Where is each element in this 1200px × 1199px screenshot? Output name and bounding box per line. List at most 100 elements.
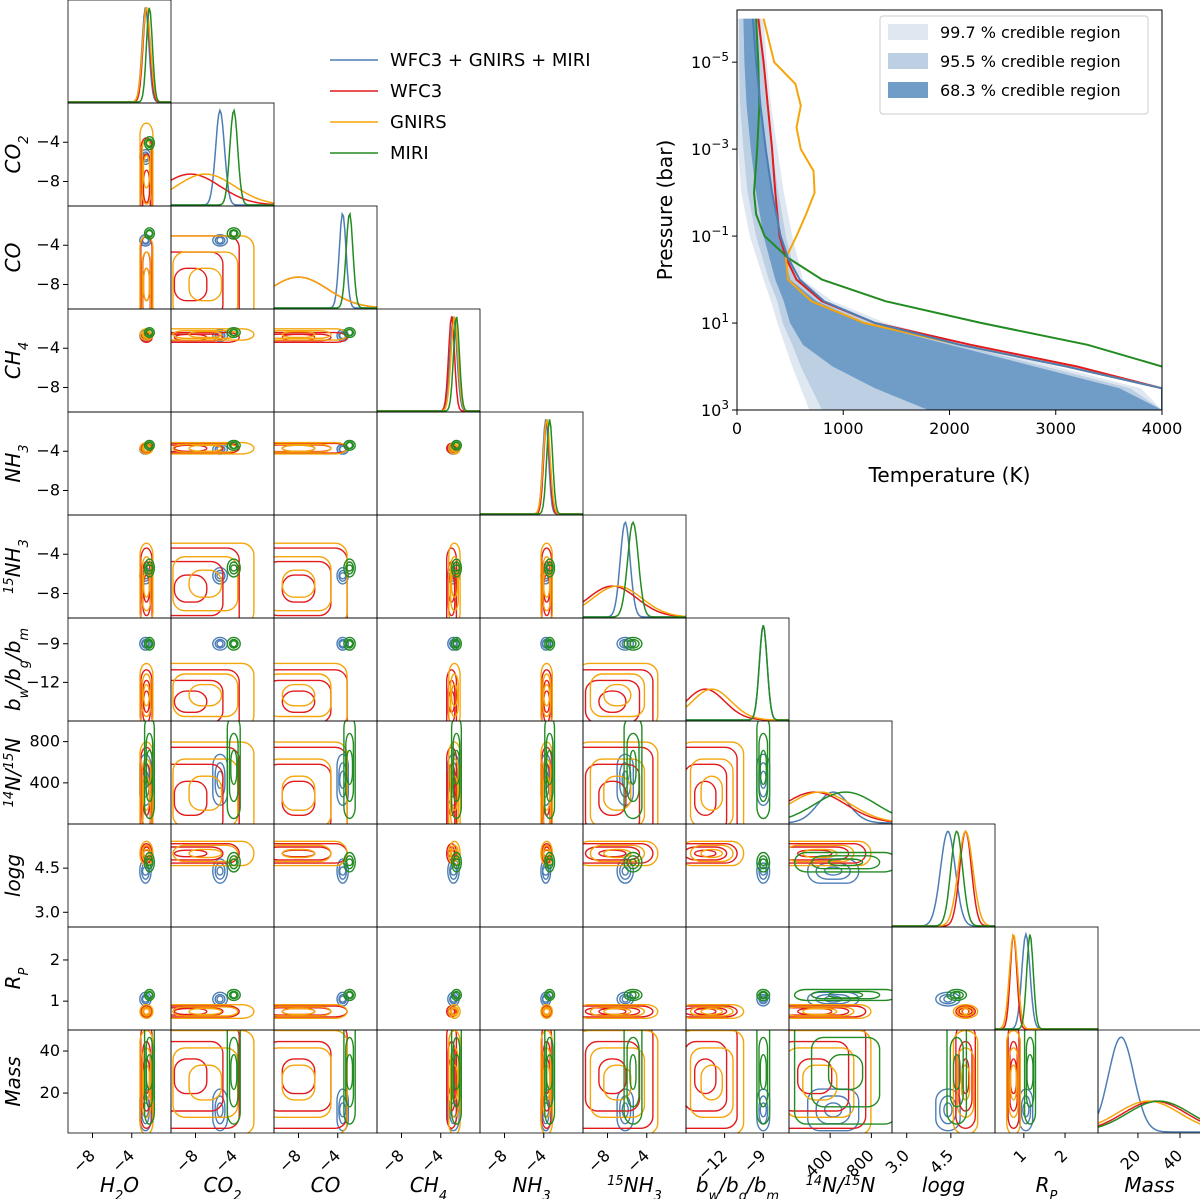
y-axis-label-mass: Mass [1, 1056, 25, 1106]
contour-miri-level1 [629, 858, 637, 867]
contour-miri-level2 [345, 990, 355, 1000]
marginal-wfc3-co [274, 276, 377, 308]
x-tick-label: 1 [1010, 1146, 1031, 1167]
contour-gnirs-level2 [789, 844, 855, 863]
contour-miri-level1 [629, 1053, 637, 1091]
contour-miri-level2 [345, 638, 355, 649]
contour-miri-level3 [143, 1030, 155, 1125]
cell-frame [170, 308, 275, 413]
label-part: /b [1, 641, 25, 662]
contour-gnirs-level3 [274, 1004, 348, 1019]
cell-frame [273, 823, 378, 928]
label-part: 14 [2, 791, 17, 808]
contour-wfc3-level2 [584, 679, 641, 721]
contour-miri-level3 [756, 1030, 771, 1125]
contour-wfc3-level3 [583, 1030, 654, 1129]
marginal-gnirs-ch4 [377, 316, 480, 412]
y-tick-label: 2 [50, 950, 60, 969]
contour-joint-level1 [216, 236, 224, 245]
contour-wfc3-level3 [541, 1005, 553, 1018]
contour-wfc3-level3 [171, 669, 240, 721]
pt-legend-swatch-cr997 [888, 24, 928, 40]
tick-base: 10 [701, 401, 721, 420]
contour-miri-level3 [143, 636, 156, 651]
cell-bw-nh3 [540, 636, 556, 721]
pt-y-tick-label: 103 [701, 398, 729, 420]
marginal-joint-co2 [171, 107, 274, 206]
cell-nh3-co2 [171, 439, 255, 455]
contour-miri-level3 [143, 227, 156, 240]
contour-gnirs-level1 [142, 267, 151, 302]
marginal-gnirs-mass [1098, 1100, 1200, 1125]
pt-x-tick-label: 1000 [823, 419, 864, 438]
contour-gnirs-level3 [448, 1004, 461, 1020]
cell-nh3-ch4 [446, 439, 463, 455]
contour-gnirs-level2 [589, 844, 646, 863]
cell-nh3-h2o [139, 439, 156, 455]
pt-plot-area [737, 18, 1162, 410]
contour-gnirs-level2 [1008, 1047, 1019, 1119]
contour-wfc3-level3 [583, 746, 654, 824]
contour-miri-level3 [623, 721, 643, 820]
label-part: R [1036, 1173, 1050, 1197]
cell-logg-ch4 [446, 840, 463, 884]
x-axis-label-nh3: NH3 [512, 1173, 550, 1199]
contour-wfc3-level3 [789, 843, 867, 864]
x-axis-label-ratio: 14N/15N [806, 1173, 876, 1197]
label-part: P [1050, 1189, 1058, 1199]
contour-joint-level2 [214, 638, 226, 649]
contour-wfc3-level3 [140, 547, 153, 618]
contour-miri-level3 [343, 1030, 356, 1125]
contour-gnirs-level2 [141, 1006, 152, 1017]
contour-wfc3-level3 [171, 1005, 240, 1018]
contour-miri-level3 [450, 851, 463, 873]
contour-wfc3-level1 [281, 690, 316, 713]
contour-miri-level2 [452, 638, 461, 649]
contour-miri-level2 [452, 441, 461, 450]
contour-wfc3-level1 [281, 574, 316, 603]
contour-gnirs-level3 [171, 1004, 255, 1019]
contour-gnirs-level3 [583, 1030, 659, 1133]
contour-gnirs-level3 [171, 840, 255, 867]
contour-wfc3-level1 [281, 849, 316, 858]
contour-miri-level2 [228, 732, 239, 803]
contour-gnirs-level3 [789, 1030, 872, 1133]
x-tick-label: −8 [584, 1146, 614, 1176]
x-tick-label: 2 [1051, 1146, 1072, 1167]
contour-miri-level2 [758, 1036, 769, 1108]
cell-logg-h2o [139, 840, 156, 884]
cell-mass-rp [1006, 1030, 1037, 1133]
contour-gnirs-level1 [802, 1007, 838, 1016]
contour-miri-level3 [450, 988, 463, 1002]
cell-ratio-ch4 [446, 721, 462, 824]
contour-miri-level2 [145, 855, 154, 870]
cell-frame [685, 823, 790, 928]
marginal-miri-n15h3 [583, 520, 686, 618]
y-tick-label: 800 [29, 732, 60, 751]
contour-gnirs-level3 [274, 741, 348, 824]
label-part: 4 [439, 1189, 447, 1199]
cell-ratio-bw [686, 721, 771, 824]
marginal-joint-mass [1098, 1036, 1200, 1133]
contour-gnirs-level3 [540, 542, 553, 618]
marginal-joint-co [274, 211, 377, 309]
contour-gnirs-level2 [689, 758, 734, 824]
contour-miri-level2 [145, 990, 154, 1000]
x-tick-label: −4 [623, 1146, 653, 1176]
cell-co-co [274, 211, 377, 309]
contour-gnirs-level2 [589, 1006, 646, 1017]
cell-bw-h2o [139, 636, 156, 721]
cell-frame [67, 823, 172, 928]
cell-bw-bw [686, 625, 789, 721]
pt-legend-swatch-cr683 [888, 82, 928, 98]
legend-label-gnirs: GNIRS [390, 112, 447, 133]
contour-miri-level2 [758, 855, 769, 870]
cell-frame [479, 720, 584, 825]
x-tick-label: −8 [69, 1146, 99, 1176]
cell-frame [67, 205, 172, 310]
corner-legend: WFC3 + GNIRS + MIRI WFC3 GNIRS MIRI [330, 50, 591, 164]
label-part: 2 [115, 1189, 123, 1199]
contour-joint-level3 [212, 567, 229, 585]
cell-frame [67, 411, 172, 516]
contour-wfc3-level2 [686, 1040, 728, 1112]
